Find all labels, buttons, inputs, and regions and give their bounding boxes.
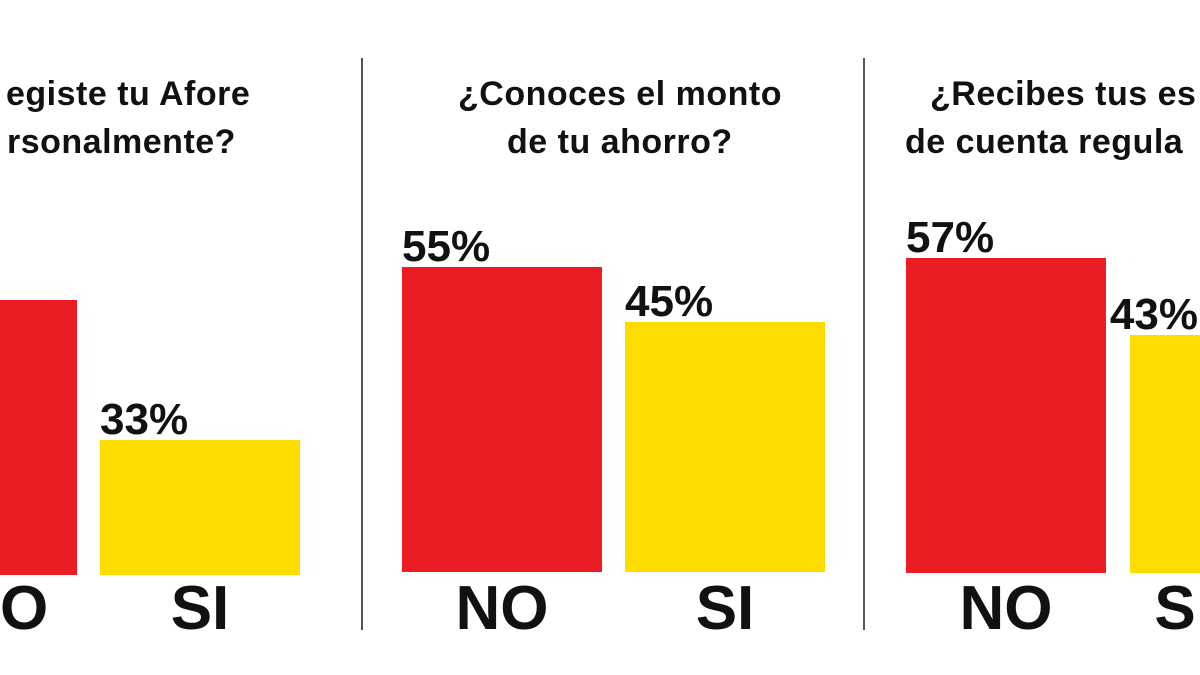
chart-2-value-label-2: 45% (625, 277, 714, 327)
chart-3-bar-no (906, 257, 1106, 573)
chart-2-title-line-1: ¿Conoces el monto (458, 75, 782, 113)
chart-3-value-label-1: 57% (906, 212, 995, 262)
chart-3-title-line-2: de cuenta regula (905, 123, 1184, 161)
chart-2-category-label-2: SI (695, 574, 755, 643)
chart-2-category-label-1: NO (455, 574, 549, 643)
divider-2 (863, 58, 865, 630)
chart-3-value-label-2: 43% (1109, 290, 1198, 340)
chart-1-category-label-1: O (0, 574, 49, 643)
chart-2-bar-si (625, 322, 825, 572)
divider-1 (361, 58, 363, 630)
chart-1-bar-si (100, 439, 300, 575)
chart-3-title-line-1: ¿Recibes tus es (930, 75, 1197, 113)
chart-3-bar-s (1130, 335, 1200, 573)
chart-3-category-label-1: NO (959, 574, 1053, 643)
chart-1-title-line-2: rsonalmente? (7, 123, 236, 161)
chart-1-value-label-2: 33% (100, 394, 189, 444)
chart-2-value-label-1: 55% (402, 221, 491, 271)
chart-1-title-line-1: egiste tu Afore (6, 75, 251, 113)
chart-2-title-line-2: de tu ahorro? (507, 123, 733, 161)
chart-3-category-label-2: S (1154, 574, 1196, 643)
chart-1-bar-o (0, 300, 77, 575)
chart-2-bar-no (402, 266, 602, 572)
chart-1-category-label-2: SI (170, 574, 230, 643)
